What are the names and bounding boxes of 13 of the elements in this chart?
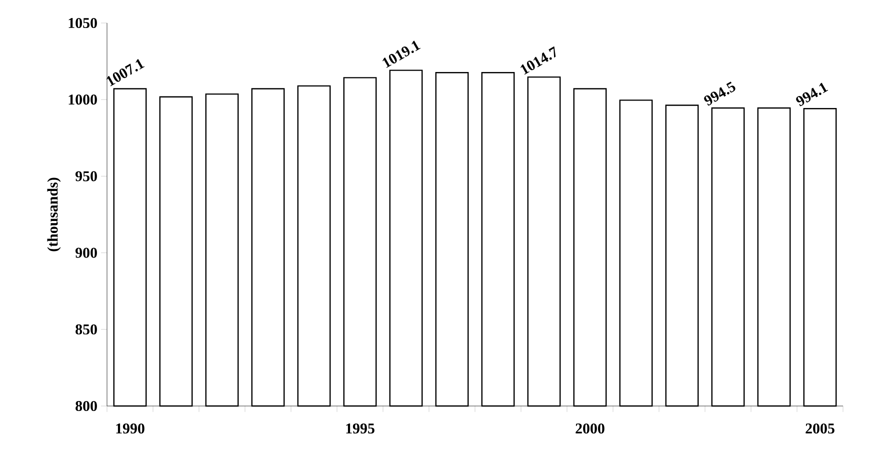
- y-tick-label: 1000: [68, 94, 97, 105]
- data-label: 994.5: [704, 82, 736, 106]
- x-tick-label: 2000: [576, 423, 604, 434]
- y-axis-title: (thousands): [47, 178, 61, 252]
- y-tick-label: 850: [76, 324, 97, 334]
- data-label: 994.1: [796, 82, 828, 106]
- y-tick-label: 900: [75, 248, 97, 258]
- y-tick-label: 1050: [68, 18, 97, 28]
- y-tick-label: 800: [76, 400, 97, 412]
- x-tick-label: 1990: [116, 423, 144, 434]
- x-tick-label: 2005: [806, 423, 834, 434]
- y-tick-label: 950: [75, 171, 97, 182]
- x-tick-label: 1995: [346, 423, 374, 434]
